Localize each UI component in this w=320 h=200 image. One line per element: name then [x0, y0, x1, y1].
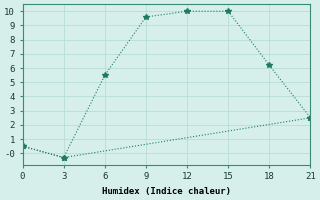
- X-axis label: Humidex (Indice chaleur): Humidex (Indice chaleur): [102, 187, 231, 196]
